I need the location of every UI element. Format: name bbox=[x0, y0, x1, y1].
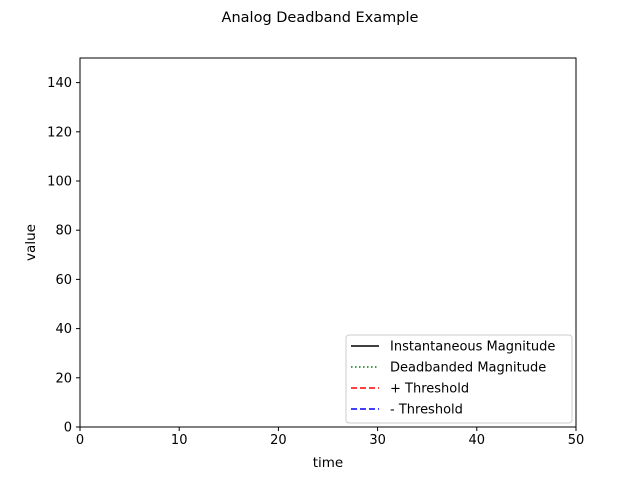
legend-label-1: Instantaneous Magnitude bbox=[390, 340, 555, 355]
x-tick-label: 0 bbox=[76, 433, 84, 448]
legend-label-3: + Threshold bbox=[390, 382, 469, 397]
y-axis-label: value bbox=[23, 224, 39, 261]
legend-label-2: Deadbanded Magnitude bbox=[390, 361, 546, 376]
x-tick-label: 30 bbox=[369, 433, 386, 448]
x-tick-label: 50 bbox=[568, 433, 585, 448]
y-axis-ticks: 0 20 40 60 80 100 120 140 bbox=[47, 76, 80, 436]
y-tick-label: 120 bbox=[47, 125, 72, 140]
y-tick-label: 100 bbox=[47, 175, 72, 190]
y-tick-label: 0 bbox=[64, 421, 72, 436]
x-axis-ticks: 0 10 20 30 40 50 bbox=[76, 427, 584, 448]
plot-frame bbox=[79, 57, 577, 428]
x-tick-label: 40 bbox=[469, 433, 486, 448]
y-tick-label: 60 bbox=[55, 273, 72, 288]
y-tick-label: 20 bbox=[55, 371, 72, 386]
x-tick-label: 10 bbox=[171, 433, 188, 448]
chart-title: Analog Deadband Example bbox=[222, 10, 419, 26]
legend-entries: Instantaneous Magnitude Deadbanded Magnit… bbox=[351, 340, 555, 418]
x-tick-label: 20 bbox=[270, 433, 287, 448]
legend-label-4: - Threshold bbox=[390, 403, 463, 418]
y-tick-label: 140 bbox=[47, 76, 72, 91]
legend: Instantaneous Magnitude Deadbanded Magnit… bbox=[345, 334, 573, 424]
y-tick-label: 40 bbox=[55, 322, 72, 337]
y-tick-label: 80 bbox=[55, 224, 72, 239]
x-axis-label: time bbox=[313, 455, 344, 471]
legend-box bbox=[345, 334, 573, 424]
